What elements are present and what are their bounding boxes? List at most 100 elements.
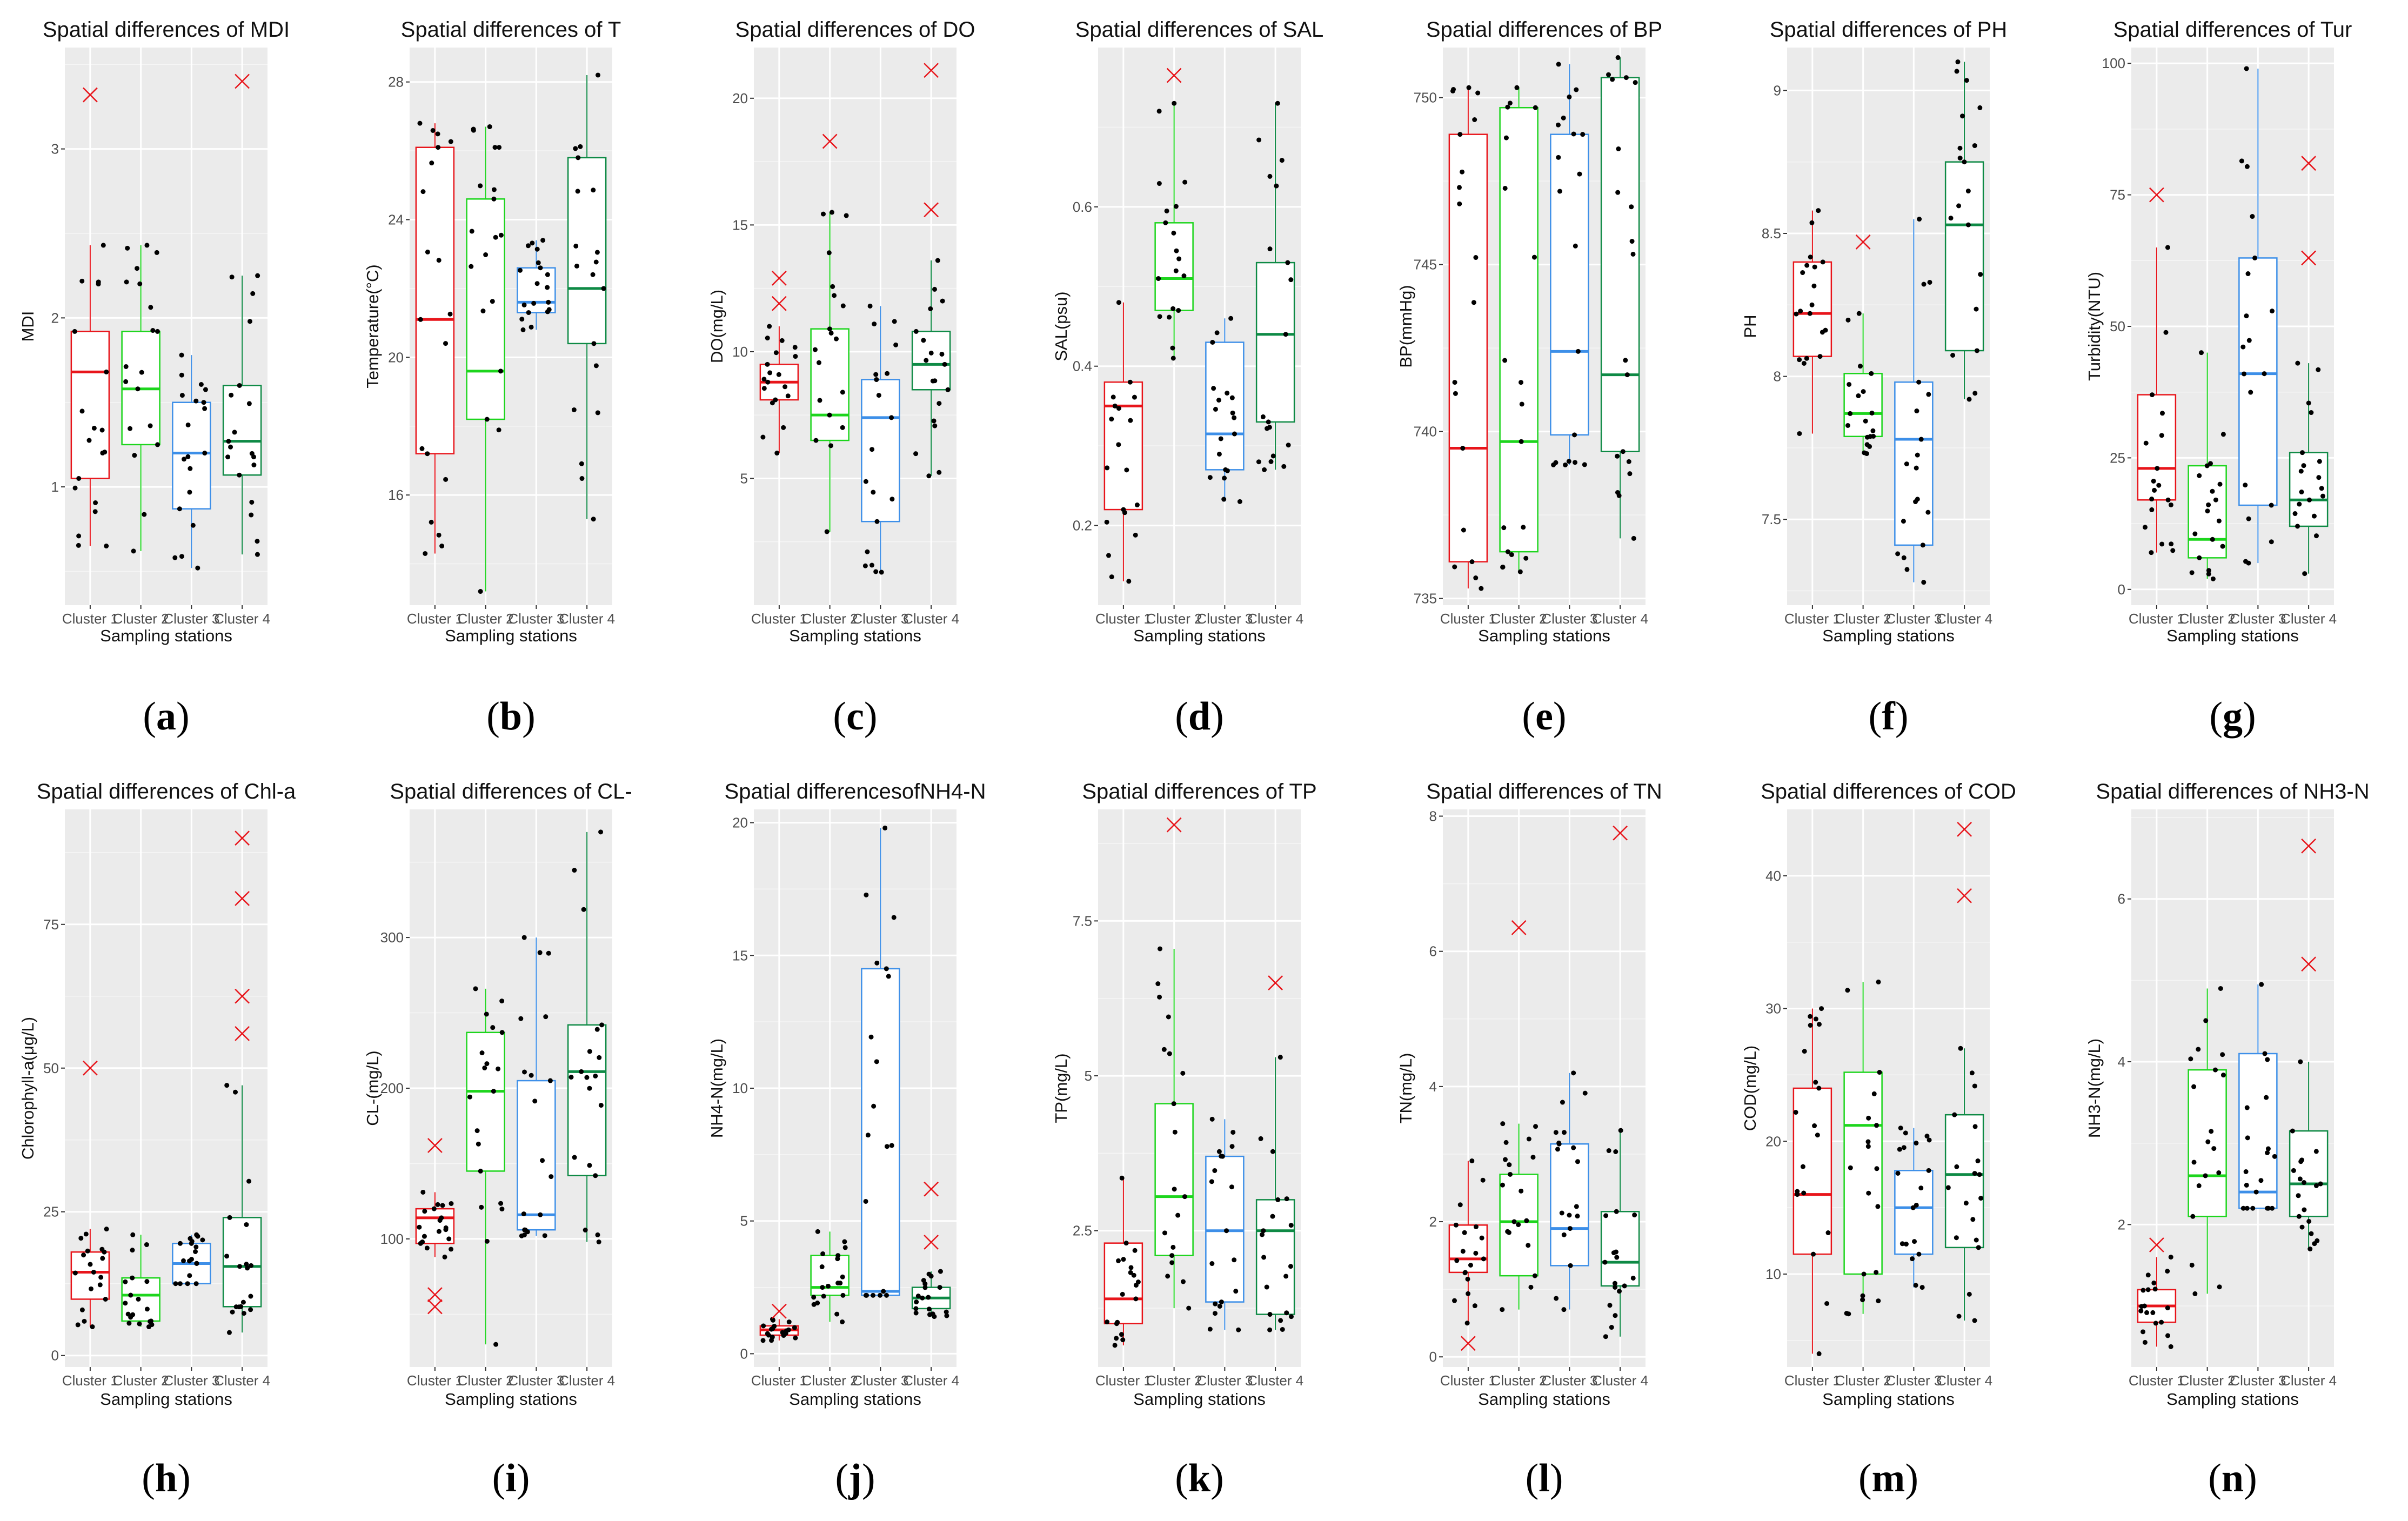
data-point [1169,1253,1175,1258]
data-point [436,532,442,538]
data-point [1610,77,1615,82]
box-iqr [1792,1087,1832,1255]
data-point [126,1321,132,1326]
x-tick-label: Cluster 2 [458,1372,514,1389]
data-point [1613,1313,1618,1318]
data-point [1511,1219,1517,1224]
y-axis-label: BP(mmHg) [1396,285,1415,367]
data-point [1845,423,1850,428]
data-point [530,240,535,246]
x-tick-label: Cluster 1 [1440,611,1496,627]
box-cluster-1 [70,1060,110,1330]
data-point [1972,143,1977,149]
data-point [531,300,537,306]
data-point [2265,1146,2271,1151]
data-point [1453,1222,1459,1228]
x-tick-label: Cluster 1 [1440,1372,1496,1389]
data-point [1609,1325,1614,1330]
box-cluster-2 [2188,350,2227,581]
data-point [1155,981,1161,987]
data-point [1877,1070,1882,1075]
x-tick-label: Cluster 3 [1885,1372,1942,1389]
data-point [1180,1070,1186,1076]
data-point [1521,525,1526,530]
box-cluster-1 [70,87,110,549]
data-point [885,371,890,376]
data-point [2290,1128,2295,1134]
data-point [529,1073,534,1078]
data-point [840,1319,845,1324]
data-point [2152,1287,2158,1292]
data-point [1631,535,1636,541]
data-point [1860,1293,1865,1298]
data-point [2163,330,2169,335]
data-point [2213,1067,2218,1073]
x-tick-label: Cluster 3 [1196,1372,1253,1389]
data-point [595,1232,600,1237]
data-point [1175,1212,1181,1218]
data-point [761,1323,766,1329]
data-point [1857,364,1863,369]
data-point [944,1313,949,1318]
y-tick-label: 2 [51,310,59,326]
outlier-marker [2301,956,2317,972]
data-point [139,370,144,375]
x-tick-label: Cluster 1 [407,611,463,627]
data-point [240,1299,246,1305]
y-tick-label: 2 [1429,1214,1437,1230]
data-point [1972,391,1978,396]
box-cluster-2 [1154,68,1194,361]
box-iqr [2238,1053,2278,1209]
data-point [884,966,889,971]
data-point [1275,100,1280,106]
y-tick-label: 200 [380,1080,404,1096]
data-point [869,447,875,452]
box-iqr [415,146,455,454]
data-point [1816,1022,1822,1027]
box-iqr [567,1024,607,1177]
data-point [1825,1230,1831,1236]
y-tick-label: 20 [1765,1133,1781,1149]
y-tick-label: 7.5 [1762,511,1781,527]
data-point [871,1292,876,1298]
box-cluster-2 [810,133,850,534]
data-point [1603,1334,1608,1339]
data-point [869,562,874,568]
data-point [568,1075,574,1080]
data-point [1288,1223,1294,1228]
data-point [1519,401,1524,407]
box-iqr [1154,1103,1194,1256]
box-cluster-2 [121,1232,160,1330]
data-point [1109,417,1114,422]
data-point [573,146,578,151]
data-point [484,1061,490,1067]
data-point [2292,511,2298,517]
data-point [2309,410,2314,416]
data-point [418,317,423,322]
data-point [1237,499,1242,504]
data-point [765,361,770,367]
data-point [2313,1149,2319,1154]
y-tick-label: 15 [732,947,748,963]
data-point [1954,1235,1959,1241]
data-point [770,1335,775,1340]
data-point [1213,406,1218,412]
data-point [2192,1291,2198,1296]
box-cluster-3 [861,303,900,575]
data-point [2250,214,2255,219]
data-point [1613,1284,1618,1290]
data-point [1526,1136,1531,1142]
data-point [81,1252,86,1258]
data-point [545,309,550,314]
data-point [187,1273,192,1278]
data-point [137,281,143,286]
data-point [449,1247,454,1252]
data-point [2217,1284,2222,1290]
data-point [493,1342,499,1347]
subfigure-label: (g) [2209,694,2256,739]
box-cluster-4 [1944,59,1984,402]
data-point [101,243,106,248]
